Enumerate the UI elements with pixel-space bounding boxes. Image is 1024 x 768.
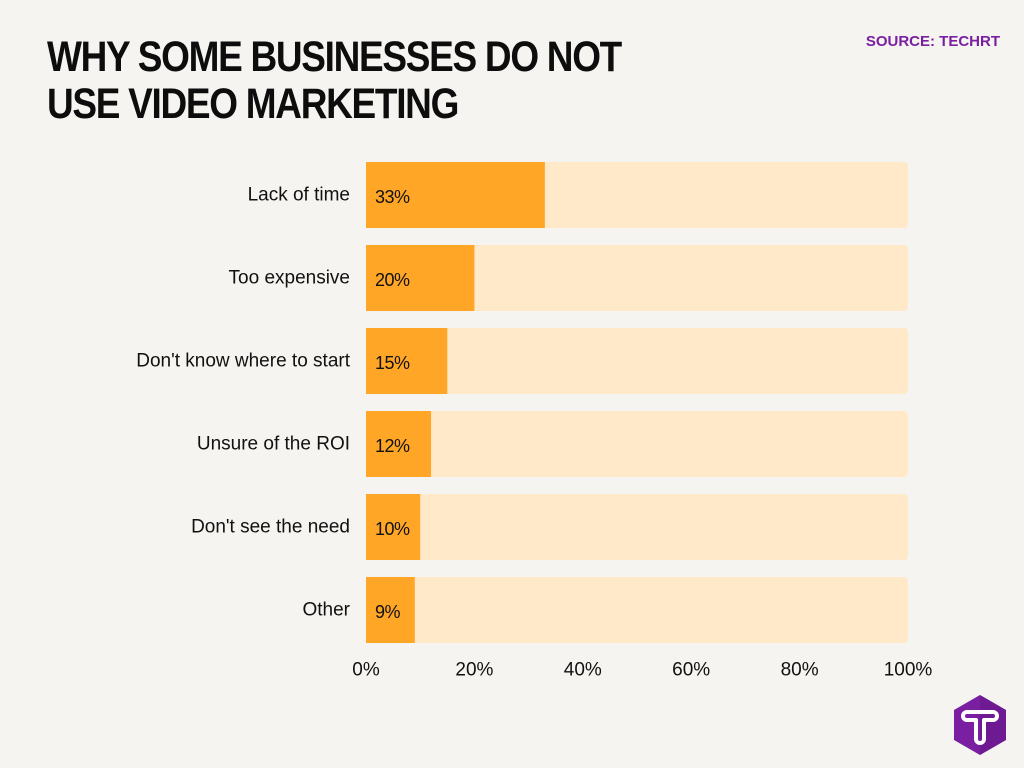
bar-track <box>366 494 908 560</box>
x-tick-label: 0% <box>352 660 380 681</box>
x-tick-label: 100% <box>884 660 933 681</box>
bar <box>366 577 415 643</box>
data-label: 15% <box>375 353 410 373</box>
x-tick-label: 40% <box>564 660 602 681</box>
techrt-logo-icon <box>954 695 1006 755</box>
data-label: 12% <box>375 436 410 456</box>
x-tick-label: 80% <box>781 660 819 681</box>
data-label: 33% <box>375 187 410 207</box>
bar <box>366 494 421 560</box>
bar-track <box>366 411 908 477</box>
bar <box>366 162 545 228</box>
category-label: Lack of time <box>248 185 350 206</box>
bar <box>366 411 432 477</box>
data-label: 9% <box>375 602 401 622</box>
x-tick-label: 60% <box>672 660 710 681</box>
x-tick-label: 20% <box>455 660 493 681</box>
bar-track <box>366 245 908 311</box>
category-label: Don't know where to start <box>136 351 350 372</box>
logo-t-glyph <box>961 710 999 745</box>
category-label: Too expensive <box>229 268 350 289</box>
data-label: 20% <box>375 270 410 290</box>
source-label: SOURCE: TECHRT <box>865 33 1000 50</box>
bar-track <box>366 328 908 394</box>
chart-title: WHY SOME BUSINESSES DO NOT USE VIDEO MAR… <box>47 33 622 128</box>
category-label: Unsure of the ROI <box>197 434 350 455</box>
data-label: 10% <box>375 519 410 539</box>
category-label: Other <box>302 600 350 621</box>
bar <box>366 328 448 394</box>
category-label: Don't see the need <box>191 517 350 538</box>
bar-track <box>366 577 908 643</box>
bar <box>366 245 475 311</box>
